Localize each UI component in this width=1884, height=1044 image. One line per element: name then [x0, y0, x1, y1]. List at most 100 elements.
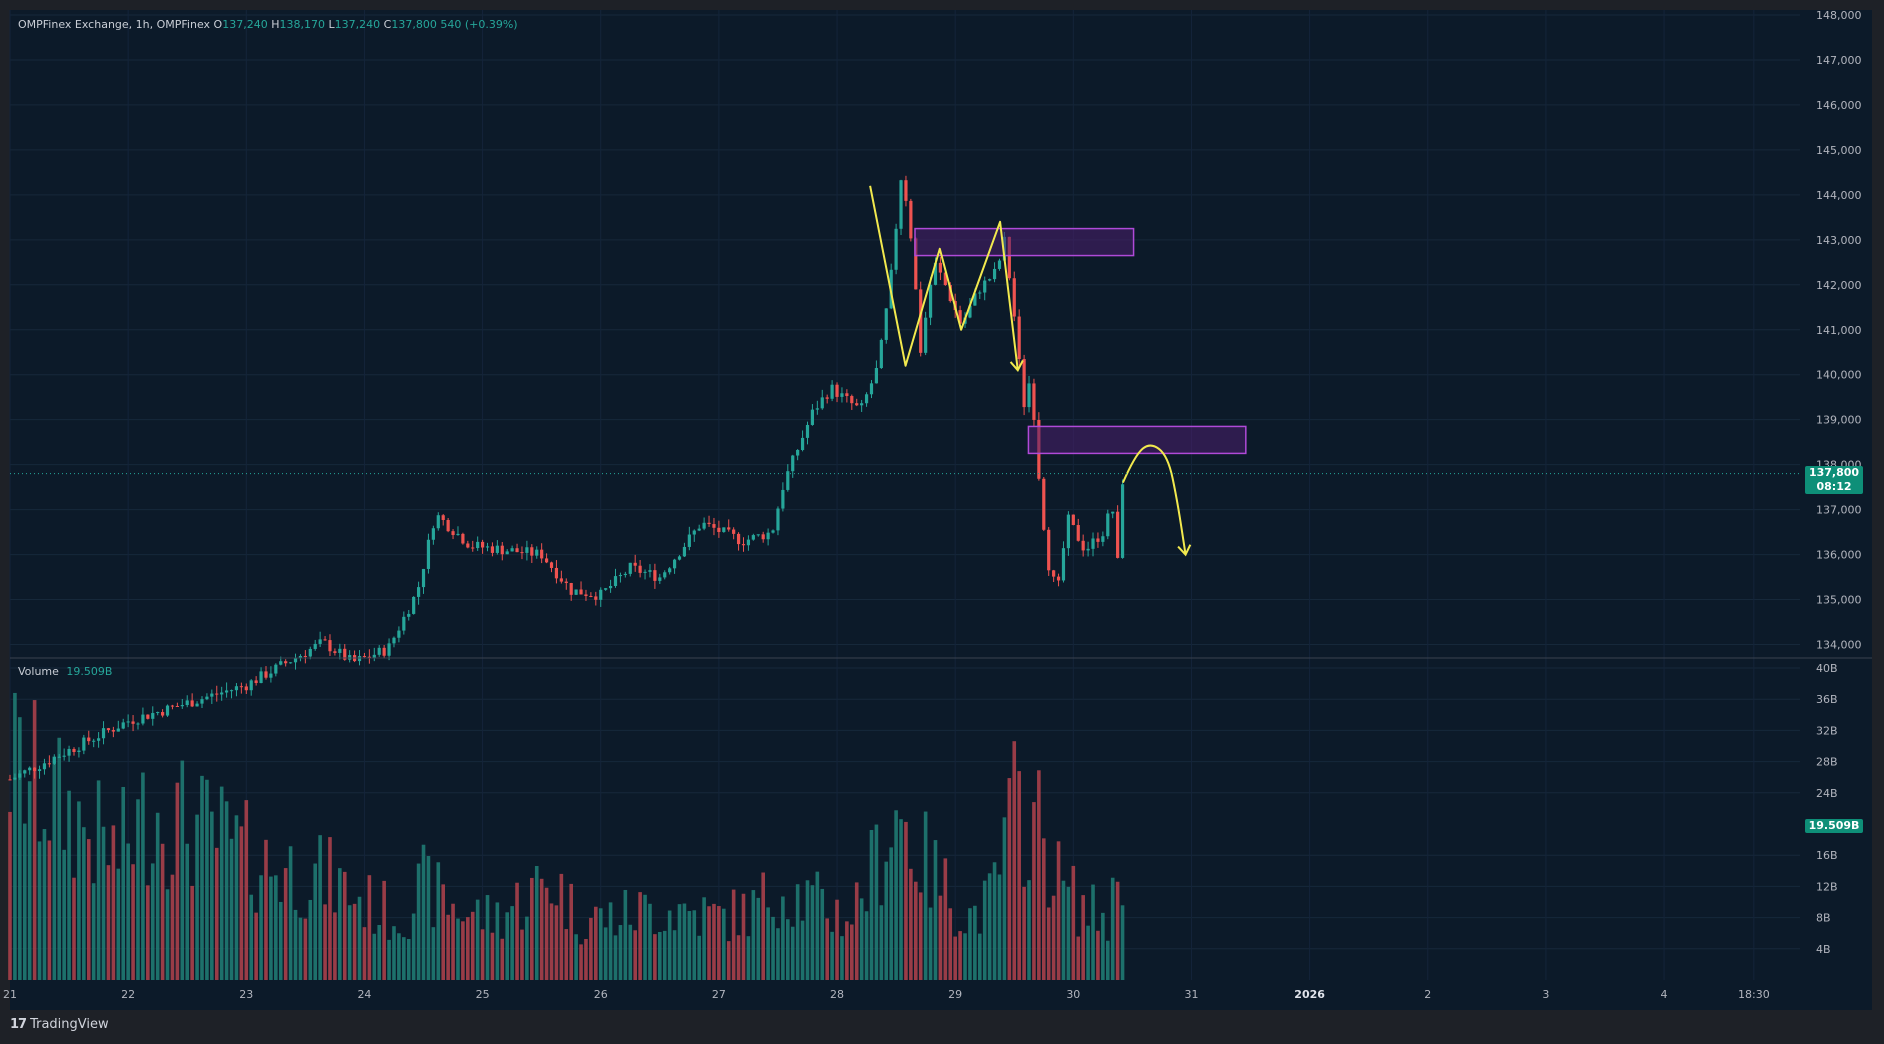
volume-bar	[214, 847, 219, 980]
candle-body	[1091, 538, 1095, 549]
candle-body	[884, 308, 888, 340]
volume-bar	[131, 864, 135, 980]
candle-body	[77, 750, 81, 752]
candle-body	[574, 589, 578, 595]
volume-bar	[682, 903, 687, 980]
volume-bar	[402, 937, 406, 980]
volume-bar	[1022, 886, 1026, 980]
candle-body	[820, 397, 824, 409]
supply-zones[interactable]	[914, 227, 1247, 455]
volume-bar	[111, 825, 116, 980]
volume-bar	[707, 906, 711, 980]
symbol-title[interactable]: OMPFinex Exchange, 1h, OMPFinex	[18, 18, 211, 31]
volume-bar	[643, 894, 647, 980]
volume-bar	[333, 912, 337, 980]
candle-body	[554, 567, 559, 579]
volume-bar	[736, 935, 741, 980]
volume-bar	[539, 878, 544, 980]
volume-bar	[1056, 841, 1061, 980]
candle-body	[269, 673, 273, 678]
bar-countdown: 08:12	[1816, 480, 1852, 493]
high-value: 138,170	[279, 18, 326, 31]
candle-body	[466, 543, 470, 548]
candle-body	[869, 383, 874, 395]
candle-body	[1086, 548, 1090, 551]
candle-body	[835, 384, 839, 397]
volume-bar	[86, 839, 91, 980]
volume-bar	[815, 871, 820, 980]
candle-body	[13, 777, 17, 780]
volume-bar	[859, 898, 864, 980]
candle-body	[259, 671, 263, 684]
volume-bar	[613, 935, 618, 980]
candle-body	[928, 284, 933, 318]
volume-bar	[731, 889, 736, 980]
price-tick-label: 146,000	[1816, 99, 1862, 112]
volume-tick-label: 28B	[1816, 756, 1838, 769]
volume-bar	[928, 907, 933, 980]
candle-body	[343, 648, 347, 660]
volume-bar	[918, 892, 923, 980]
time-axis[interactable]: 21 22 23 24 25 26 27 28 29 30 31 2026 2 3 4 18:30	[3, 988, 1770, 1001]
candle-body	[106, 728, 111, 731]
candle-body	[879, 339, 883, 368]
yellow-drawings[interactable]	[869, 185, 1192, 557]
volume-bar	[8, 811, 12, 980]
volume-bar	[845, 921, 849, 980]
volume-bar	[692, 910, 697, 980]
candle-body	[161, 712, 165, 716]
volume-badge: 19.509B	[1805, 819, 1863, 833]
volume-bar	[899, 819, 903, 980]
candle-body	[1106, 513, 1110, 537]
volume-bar	[136, 799, 140, 980]
price-tick-label: 141,000	[1816, 324, 1862, 337]
candle-body	[200, 699, 204, 704]
candle-body	[323, 639, 327, 641]
candle-body	[559, 578, 563, 582]
symbol-legend[interactable]: OMPFinex Exchange, 1h, OMPFinex O137,240…	[18, 18, 518, 31]
volume-bar	[475, 899, 480, 980]
candle-body	[850, 396, 854, 404]
volume-bar	[662, 930, 667, 980]
volume-bar	[288, 846, 293, 980]
volume-axis[interactable]: 40B 36B 32B 28B 24B 16B 12B 8B 4B	[1816, 662, 1838, 956]
candle-body	[426, 539, 431, 569]
candle-body	[170, 705, 175, 707]
candle-body	[1081, 540, 1085, 551]
volume-bar	[953, 936, 957, 980]
volume-legend[interactable]: Volume 19.509B	[18, 665, 112, 678]
volume-bar	[234, 815, 239, 980]
volume-bar	[264, 839, 268, 980]
time-tick-label: 27	[712, 988, 726, 1001]
candle-body	[899, 180, 903, 229]
price-axis[interactable]: 148,000 147,000 146,000 145,000 144,000 143,0…	[1816, 9, 1862, 652]
candle-body	[855, 403, 859, 406]
candle-body	[1116, 511, 1120, 558]
volume-bar	[909, 868, 913, 980]
volume-bar	[165, 889, 170, 980]
volume-bar	[751, 890, 756, 980]
open-value: 137,240	[222, 18, 268, 31]
zigzag-line	[869, 185, 1019, 371]
time-tick-label: 18:30	[1738, 988, 1770, 1001]
candle-body	[377, 647, 381, 655]
volume-bar	[1110, 877, 1115, 980]
volume-bar	[505, 912, 510, 980]
volume-bar	[795, 884, 800, 980]
candle-body	[1111, 511, 1115, 514]
price-tick-label: 147,000	[1816, 54, 1862, 67]
volume-bar	[923, 811, 928, 980]
price-tick-label: 135,000	[1816, 594, 1862, 607]
tradingview-logo[interactable]: 17 TradingView	[10, 1017, 109, 1032]
volume-bar	[1081, 895, 1085, 980]
candle-body	[766, 532, 770, 540]
volume-bar	[372, 933, 377, 980]
volume-bar	[101, 826, 106, 980]
volume-bar	[938, 895, 943, 980]
volume-bar	[726, 941, 731, 980]
candle-body	[1047, 529, 1051, 571]
candle-body	[736, 533, 741, 545]
candle-body	[18, 773, 22, 778]
volume-bar	[259, 875, 263, 980]
